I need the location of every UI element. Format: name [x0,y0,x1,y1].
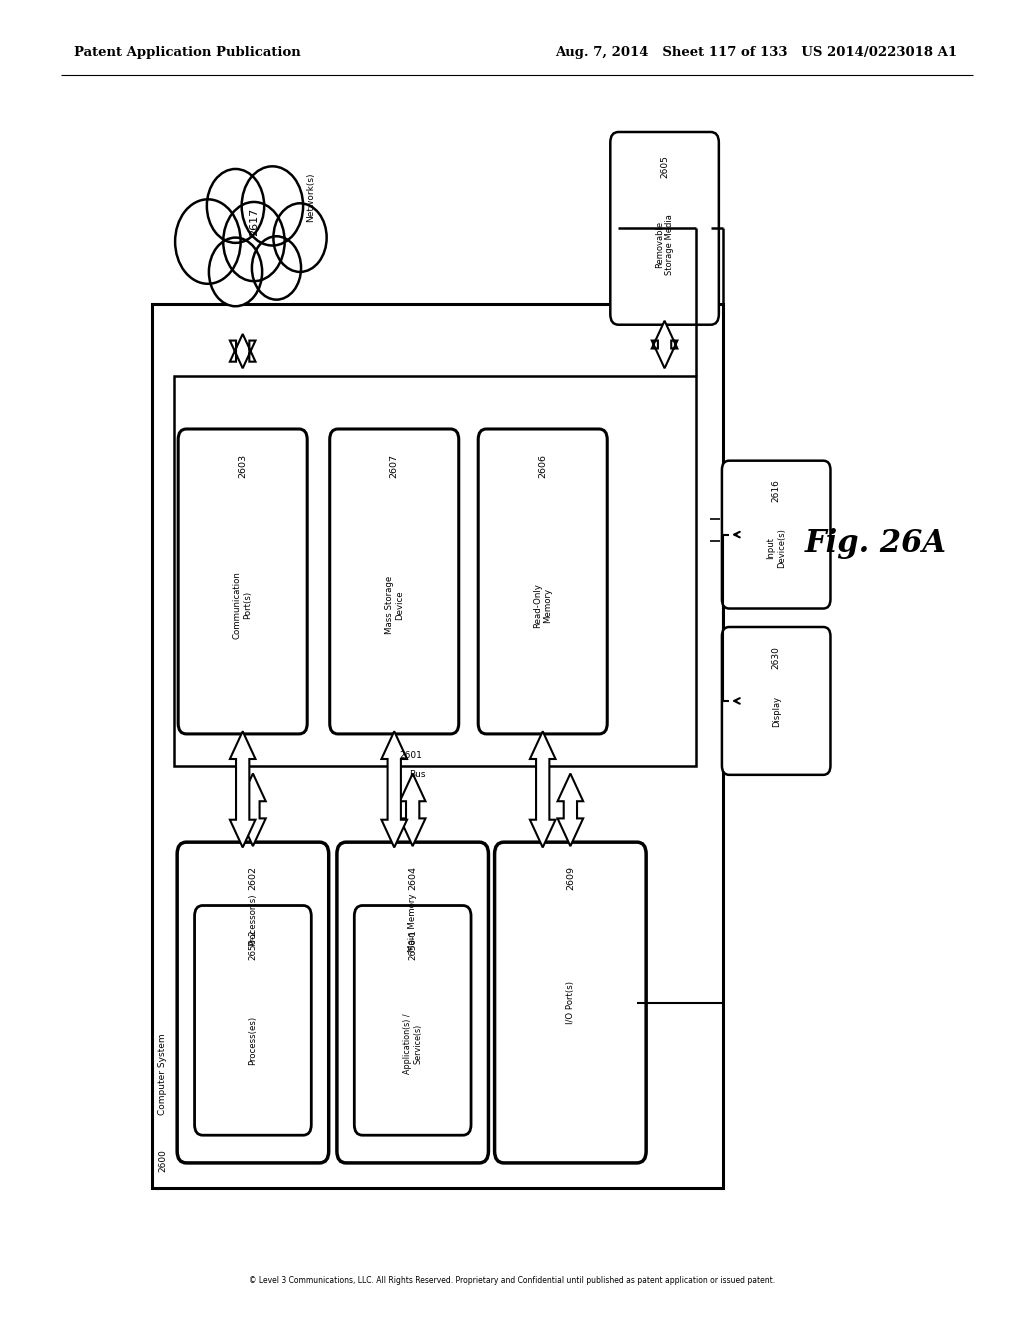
FancyBboxPatch shape [610,132,719,325]
Polygon shape [229,334,256,368]
Text: I/O Port(s): I/O Port(s) [566,981,574,1024]
Circle shape [252,236,301,300]
Text: 2609: 2609 [566,866,574,890]
Text: 2600: 2600 [159,1150,167,1172]
Polygon shape [240,774,266,846]
Polygon shape [229,731,256,847]
Circle shape [273,203,327,272]
Text: Network(s): Network(s) [306,172,314,222]
Polygon shape [530,731,555,847]
Text: Main Memory: Main Memory [409,894,417,952]
Circle shape [209,238,262,306]
Text: 2601: 2601 [399,751,422,759]
Text: 2616: 2616 [772,479,780,503]
FancyBboxPatch shape [478,429,607,734]
Text: 2604: 2604 [409,866,417,890]
Text: Processor(s): Processor(s) [249,894,257,946]
Text: Input
Device(s): Input Device(s) [767,528,785,568]
Text: Communication
Port(s): Communication Port(s) [233,572,252,639]
FancyBboxPatch shape [495,842,646,1163]
Bar [174,376,696,766]
Circle shape [207,169,264,243]
Text: Computer System: Computer System [159,1034,167,1115]
Text: Read-Only
Memory: Read-Only Memory [534,583,552,627]
Text: 2630: 2630 [772,645,780,669]
Text: 2650-2: 2650-2 [249,929,257,961]
FancyBboxPatch shape [330,429,459,734]
FancyBboxPatch shape [722,461,830,609]
Text: 2603: 2603 [239,454,247,478]
Text: Patent Application Publication: Patent Application Publication [74,46,300,59]
Text: 2602: 2602 [249,866,257,890]
Text: Bus: Bus [410,771,426,779]
Circle shape [175,199,241,284]
Polygon shape [652,321,678,368]
FancyBboxPatch shape [722,627,830,775]
Bar [152,304,723,1188]
Text: Application(s) /
Service(s): Application(s) / Service(s) [403,1014,422,1074]
Text: Mass Storage
Device: Mass Storage Device [385,576,403,635]
Circle shape [223,202,285,281]
FancyBboxPatch shape [178,429,307,734]
Text: Removable
Storage Media: Removable Storage Media [655,214,674,275]
Polygon shape [381,731,408,847]
FancyBboxPatch shape [195,906,311,1135]
Polygon shape [399,774,426,846]
Text: Process(es): Process(es) [249,1015,257,1065]
Polygon shape [557,774,583,846]
Text: © Level 3 Communications, LLC. All Rights Reserved. Proprietary and Confidential: © Level 3 Communications, LLC. All Right… [249,1276,775,1284]
Text: 2617: 2617 [249,207,259,236]
Text: Display: Display [772,696,780,727]
Text: 2607: 2607 [390,454,398,478]
Text: 2650-1: 2650-1 [409,929,417,961]
Text: Aug. 7, 2014   Sheet 117 of 133   US 2014/0223018 A1: Aug. 7, 2014 Sheet 117 of 133 US 2014/02… [555,46,957,59]
Text: 2605: 2605 [660,154,669,178]
FancyBboxPatch shape [177,842,329,1163]
FancyBboxPatch shape [337,842,488,1163]
Text: Fig. 26A: Fig. 26A [805,528,946,560]
Text: 2606: 2606 [539,454,547,478]
Circle shape [242,166,303,246]
FancyBboxPatch shape [354,906,471,1135]
